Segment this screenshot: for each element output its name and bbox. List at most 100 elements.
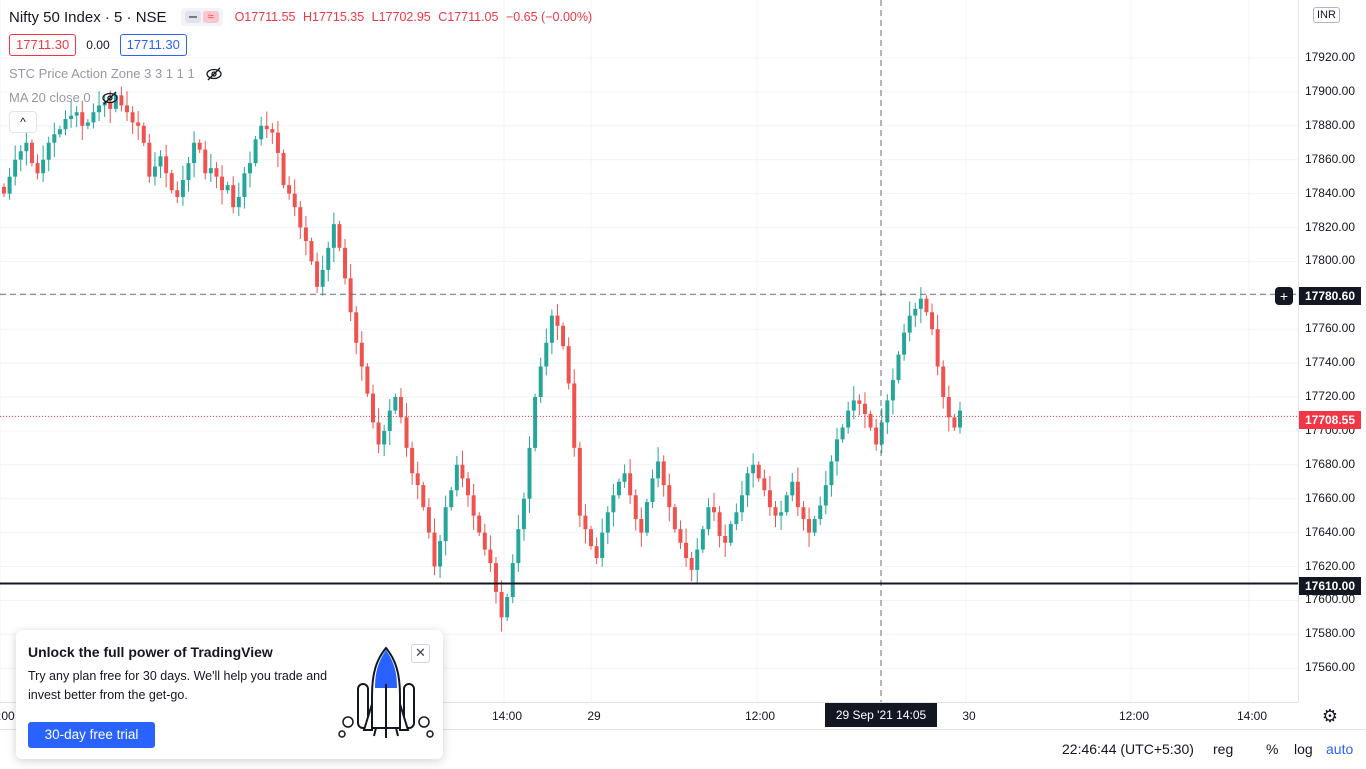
free-trial-button[interactable]: 30-day free trial: [28, 722, 155, 748]
candle-body: [214, 168, 219, 177]
candle-body: [343, 247, 348, 279]
candle-body: [807, 519, 812, 533]
candle-body: [298, 207, 303, 228]
candle-body: [577, 447, 582, 516]
eye-hidden-icon[interactable]: [205, 67, 223, 81]
candle-body: [382, 430, 387, 445]
candle-body: [426, 507, 431, 533]
time-tick-label: 12:00: [744, 709, 776, 723]
price-tick-label: 17680.00: [1304, 456, 1355, 471]
sell-price-button[interactable]: 17711.30: [9, 34, 77, 56]
candle-body: [7, 176, 12, 194]
symbol-title[interactable]: Nifty 50 Index · 5 · NSE: [9, 8, 167, 26]
close-value: C17711.05: [438, 10, 499, 24]
candle-body: [253, 139, 258, 164]
horizontal-line-price-label: 17610.00: [1299, 577, 1361, 595]
candle-body: [370, 393, 375, 423]
candle-body: [180, 180, 185, 197]
time-axis[interactable]: 2:00 14:00 29 12:00 30 12:00 14:00: [0, 702, 1298, 729]
candle-body: [91, 112, 96, 123]
candle-body: [354, 312, 359, 343]
candle-body: [739, 495, 744, 513]
legend-toggle[interactable]: ≈: [180, 8, 223, 26]
candle-body: [387, 410, 392, 431]
candle-body: [309, 241, 314, 262]
eye-hidden-icon[interactable]: [101, 91, 119, 105]
candle-body: [907, 315, 912, 333]
candle-body: [527, 447, 532, 499]
candle-body: [471, 495, 476, 516]
price-tick-label: 17840.00: [1304, 185, 1355, 200]
candle-body: [186, 163, 191, 181]
log-toggle[interactable]: log: [1294, 741, 1313, 757]
close-icon[interactable]: ✕: [411, 644, 430, 663]
candle-body: [751, 464, 756, 474]
candle-body: [706, 507, 711, 530]
candle-body: [270, 129, 275, 133]
candle-body: [689, 558, 694, 570]
auto-scale-toggle[interactable]: auto: [1326, 741, 1354, 757]
candle-body: [756, 464, 761, 479]
candle-body: [829, 461, 834, 486]
time-tick-label: 29: [587, 709, 601, 723]
candle-body: [80, 112, 85, 126]
candle-body: [432, 532, 437, 567]
candle-body: [208, 168, 213, 174]
currency-selector[interactable]: INR: [1313, 7, 1340, 23]
indicator-legend-ma[interactable]: MA 20 close 0: [9, 90, 119, 105]
candle-body: [320, 269, 325, 287]
session-toggle[interactable]: reg: [1213, 741, 1234, 757]
candle-body: [958, 410, 962, 428]
candle-body: [862, 403, 867, 414]
candle-body: [231, 185, 236, 208]
collapse-legend-button[interactable]: ^: [9, 111, 37, 133]
candle-body: [941, 366, 946, 397]
candle-body: [913, 308, 918, 316]
candle-body: [589, 529, 594, 547]
candle-body: [667, 485, 672, 508]
candle-body: [544, 342, 549, 367]
candle-body: [29, 142, 34, 164]
candle-body: [175, 190, 180, 197]
clock-display[interactable]: 22:46:44 (UTC+5:30): [1062, 741, 1194, 757]
percent-toggle[interactable]: %: [1266, 741, 1279, 757]
candle-body: [108, 102, 113, 109]
time-tick-label: 2:00: [0, 709, 15, 723]
candle-body: [63, 119, 68, 130]
candle-body: [287, 185, 292, 194]
candle-body: [611, 495, 616, 513]
price-axis[interactable]: 17920.00 17900.00 17880.00 17860.00 17840.00…: [1298, 0, 1366, 702]
candle-body: [684, 542, 689, 559]
add-alert-plus-icon[interactable]: +: [1275, 287, 1293, 305]
candle-body: [695, 549, 700, 570]
candle-body: [52, 134, 57, 143]
candle-body: [946, 397, 951, 418]
candle-body: [393, 397, 398, 411]
low-value: L17702.95: [371, 10, 431, 24]
candle-body: [594, 546, 599, 559]
time-tick-label: 12:00: [1118, 709, 1150, 723]
candle-body: [728, 524, 733, 543]
candle-body: [790, 481, 795, 496]
candle-body: [868, 413, 873, 428]
candle-body: [477, 515, 482, 533]
indicator-legend-stc[interactable]: STC Price Action Zone 3 3 1 1 1: [9, 66, 223, 81]
gear-icon[interactable]: ⚙: [1321, 706, 1339, 726]
waves-icon[interactable]: ≈: [202, 11, 219, 23]
candle-body: [700, 529, 705, 550]
price-tick-label: 17860.00: [1304, 151, 1355, 166]
candle-body: [857, 400, 862, 404]
candle-body: [846, 410, 851, 428]
candle-body: [600, 532, 605, 559]
minus-icon[interactable]: [184, 11, 201, 23]
candle-body: [415, 473, 420, 486]
price-chart[interactable]: [0, 0, 1298, 702]
price-tick-label: 17760.00: [1304, 321, 1355, 336]
indicator-label: STC Price Action Zone 3 3 1 1 1: [9, 66, 195, 81]
candle-body: [633, 495, 638, 520]
buy-price-button[interactable]: 17711.30: [119, 34, 187, 56]
candle-body: [365, 366, 370, 394]
candle-body: [538, 366, 543, 397]
price-tick-label: 17820.00: [1304, 219, 1355, 234]
candle-body: [572, 383, 577, 448]
